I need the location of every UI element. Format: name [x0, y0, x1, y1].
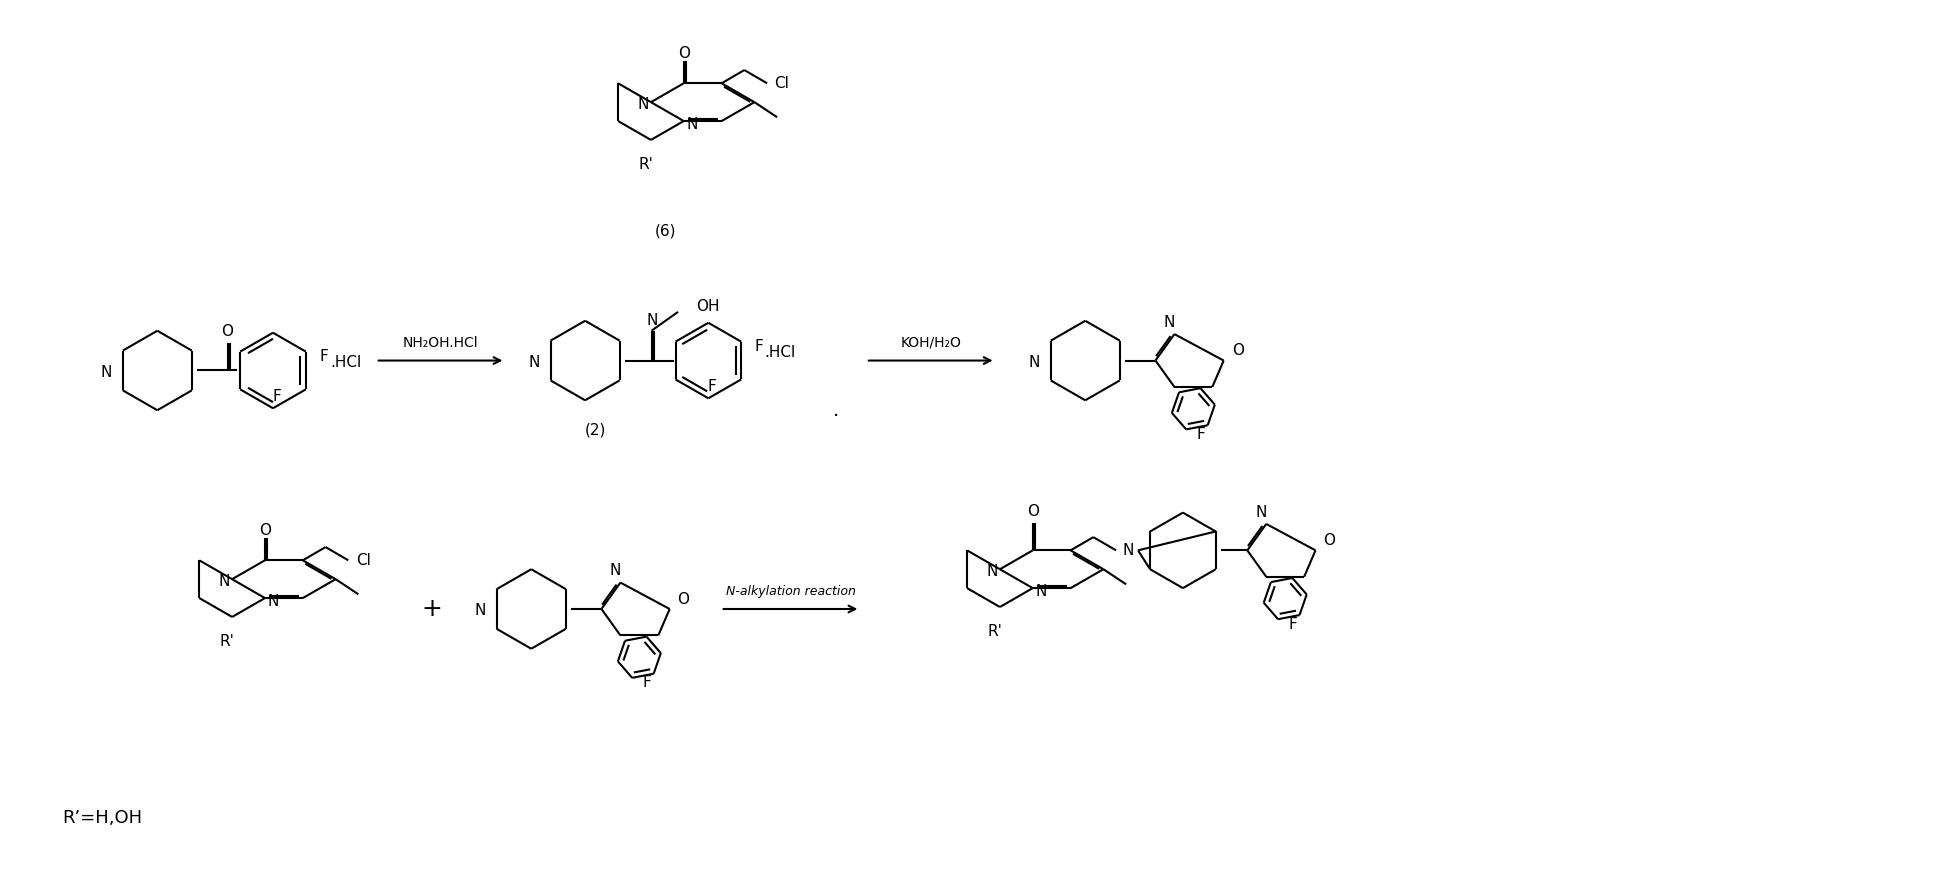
Text: O: O [221, 324, 233, 340]
Text: N: N [686, 116, 696, 132]
Text: N: N [219, 573, 229, 589]
Text: N: N [1028, 355, 1039, 370]
Text: N: N [527, 355, 539, 370]
Text: N: N [985, 564, 997, 579]
Text: (2): (2) [584, 423, 605, 437]
Text: KOH/H₂O: KOH/H₂O [900, 336, 960, 349]
Text: N: N [101, 365, 112, 380]
Text: Cl: Cl [355, 553, 370, 568]
Text: R': R' [987, 625, 1002, 640]
Text: .HCl: .HCl [332, 355, 363, 370]
Text: NH₂OH.HCl: NH₂OH.HCl [403, 336, 479, 349]
Text: Cl: Cl [774, 76, 789, 90]
Text: O: O [1322, 533, 1334, 548]
Text: R’=H,OH: R’=H,OH [62, 809, 143, 827]
Text: N-alkylation reaction: N-alkylation reaction [725, 584, 855, 598]
Text: O: O [258, 523, 271, 538]
Text: N: N [1123, 543, 1132, 558]
Text: O: O [1026, 504, 1037, 519]
Text: N: N [636, 97, 648, 112]
Text: F: F [754, 339, 764, 354]
Text: N: N [1163, 314, 1175, 330]
Text: F: F [320, 349, 328, 364]
Text: F: F [708, 379, 715, 394]
Text: R': R' [638, 158, 653, 172]
Text: O: O [677, 591, 688, 607]
Text: O: O [1231, 343, 1243, 358]
Text: N: N [646, 314, 657, 328]
Text: +: + [421, 597, 442, 621]
Text: N: N [609, 563, 620, 578]
Text: .: . [832, 401, 840, 419]
Text: N: N [268, 593, 279, 608]
Text: F: F [1287, 616, 1297, 632]
Text: .HCl: .HCl [764, 345, 795, 360]
Text: (6): (6) [655, 224, 677, 239]
Text: N: N [475, 604, 487, 618]
Text: F: F [273, 389, 281, 404]
Text: N: N [1255, 504, 1266, 520]
Text: N: N [1035, 583, 1045, 599]
Text: F: F [1196, 426, 1204, 442]
Text: F: F [642, 676, 652, 690]
Text: OH: OH [696, 299, 719, 314]
Text: R': R' [219, 634, 235, 650]
Text: O: O [677, 46, 690, 61]
